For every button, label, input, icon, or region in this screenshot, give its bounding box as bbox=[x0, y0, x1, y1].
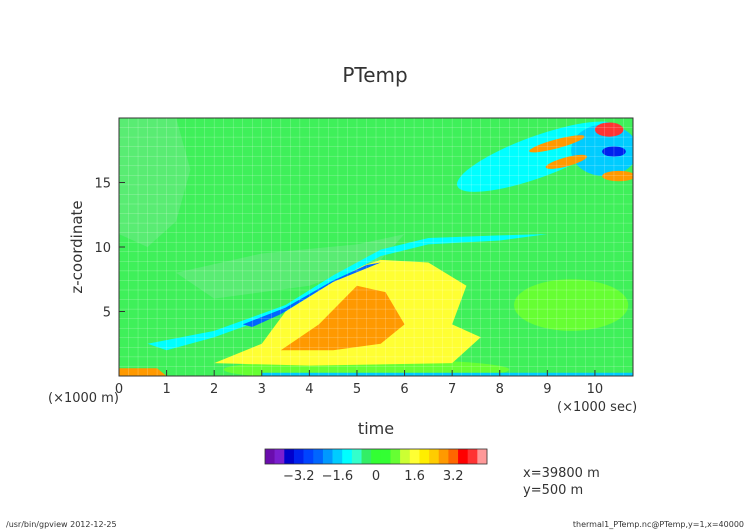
contour-orange bbox=[280, 285, 405, 351]
colorbar-swatch bbox=[332, 449, 343, 464]
colorbar-swatch bbox=[448, 449, 459, 464]
y-axis-ticks: 5 10 15 bbox=[94, 177, 125, 321]
colorbar-swatch bbox=[303, 449, 314, 464]
colorbar-tick-label: 3.2 bbox=[443, 469, 464, 484]
colorbar-swatch bbox=[380, 449, 391, 464]
colorbar-tick-label: −1.6 bbox=[322, 469, 354, 484]
contour-cyan-right bbox=[571, 124, 633, 177]
footer-left: /usr/bin/gpview 2012-12-25 bbox=[6, 520, 117, 529]
colorbar-swatch bbox=[371, 449, 382, 464]
grid-lines bbox=[119, 118, 633, 376]
colorbar-swatch bbox=[477, 449, 488, 464]
y-scale-note: (×1000 m) bbox=[48, 391, 119, 406]
x-tick-label: 8 bbox=[496, 382, 504, 397]
colorbar-swatch bbox=[322, 449, 333, 464]
x-tick-label: 0 bbox=[115, 382, 123, 397]
info-x: x=39800 m bbox=[523, 466, 600, 481]
colorbar-swatch bbox=[400, 449, 411, 464]
colorbar-labels: −3.2 −1.6 0 1.6 3.2 bbox=[283, 469, 464, 484]
x-tick-label: 3 bbox=[258, 382, 266, 397]
contour-blue-band bbox=[242, 262, 381, 327]
colorbar-swatch bbox=[342, 449, 353, 464]
colorbar-swatch bbox=[274, 449, 285, 464]
y-tick-label: 15 bbox=[94, 177, 111, 192]
contour-orange-bottom bbox=[119, 368, 167, 376]
x-axis-ticks: 0 1 2 3 4 5 6 7 8 9 10 bbox=[115, 370, 603, 397]
x-axis-label: time bbox=[358, 419, 394, 438]
y-tick-label: 10 bbox=[94, 241, 111, 256]
contour-lightgreen-1 bbox=[119, 118, 191, 247]
colorbar-swatch bbox=[361, 449, 372, 464]
colorbar-swatch bbox=[284, 449, 295, 464]
x-tick-label: 2 bbox=[210, 382, 218, 397]
colorbar-swatch bbox=[390, 449, 401, 464]
colorbar-tick-label: 1.6 bbox=[404, 469, 425, 484]
x-tick-label: 4 bbox=[305, 382, 313, 397]
colorbar-tick-label: −3.2 bbox=[283, 469, 315, 484]
plot-area: 0 1 2 3 4 5 6 7 8 9 10 5 10 15 bbox=[94, 117, 634, 397]
x-tick-label: 1 bbox=[162, 382, 170, 397]
colorbar-swatch bbox=[351, 449, 362, 464]
contour-blue-spot bbox=[602, 146, 626, 157]
colorbar-swatch bbox=[458, 449, 468, 464]
colorbar-tick-label: 0 bbox=[372, 469, 380, 484]
colorbar-swatch bbox=[313, 449, 324, 464]
contour-red-top bbox=[594, 122, 624, 137]
colorbar-swatch bbox=[429, 449, 440, 464]
y-tick-label: 5 bbox=[103, 306, 111, 321]
x-scale-note: (×1000 sec) bbox=[557, 400, 637, 415]
info-y: y=500 m bbox=[523, 483, 583, 498]
colorbar-swatch bbox=[438, 449, 449, 464]
colorbar bbox=[264, 448, 488, 465]
contour-lightgreen-2 bbox=[176, 234, 405, 299]
footer-right: thermal1_PTemp.nc@PTemp,y=1,x=40000 bbox=[573, 520, 744, 529]
colorbar-swatch bbox=[409, 449, 420, 464]
colorbar-swatch bbox=[467, 449, 478, 464]
colorbar-swatch bbox=[293, 449, 304, 464]
y-axis-label: z-coordinate bbox=[68, 200, 86, 293]
x-tick-label: 5 bbox=[353, 382, 361, 397]
contour-lightgreen-3 bbox=[514, 279, 629, 331]
contour-fields bbox=[119, 118, 633, 376]
contour-orange-top-2 bbox=[545, 154, 588, 169]
contour-orange-top-1 bbox=[529, 135, 585, 153]
colorbar-swatch bbox=[419, 449, 430, 464]
colorbar-swatch bbox=[265, 449, 275, 464]
x-tick-label: 7 bbox=[448, 382, 456, 397]
contour-cyan-band bbox=[147, 234, 548, 351]
chart-title: PTemp bbox=[342, 63, 407, 87]
x-tick-label: 6 bbox=[400, 382, 408, 397]
x-tick-label: 9 bbox=[543, 382, 551, 397]
colorbar-frame bbox=[264, 448, 488, 465]
x-tick-label: 10 bbox=[587, 382, 604, 397]
contour-orange-right bbox=[602, 170, 633, 182]
contour-cyan-bottom bbox=[261, 372, 633, 376]
